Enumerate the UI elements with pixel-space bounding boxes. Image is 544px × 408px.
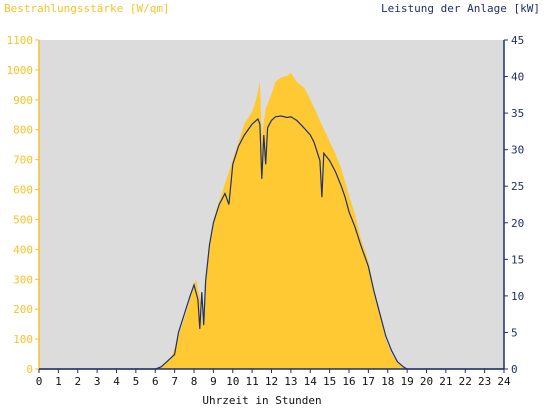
x-tick-label: 0 xyxy=(36,375,43,388)
x-tick-label: 23 xyxy=(478,375,491,388)
right-tick-label: 15 xyxy=(511,253,524,266)
x-tick-label: 4 xyxy=(113,375,120,388)
x-tick-label: 21 xyxy=(439,375,452,388)
x-tick-label: 5 xyxy=(133,375,140,388)
left-tick-label: 200 xyxy=(13,303,33,316)
right-tick-label: 20 xyxy=(511,217,524,230)
left-tick-label: 1100 xyxy=(7,34,34,47)
right-tick-label: 40 xyxy=(511,71,524,84)
x-tick-label: 1 xyxy=(55,375,62,388)
x-tick-label: 12 xyxy=(265,375,278,388)
x-tick-label: 14 xyxy=(304,375,318,388)
x-tick-label: 9 xyxy=(210,375,217,388)
left-tick-label: 700 xyxy=(13,154,33,167)
right-tick-label: 30 xyxy=(511,144,524,157)
right-tick-label: 0 xyxy=(511,363,518,376)
x-tick-label: 19 xyxy=(401,375,414,388)
x-tick-label: 20 xyxy=(420,375,433,388)
left-tick-label: 100 xyxy=(13,333,33,346)
x-tick-label: 13 xyxy=(284,375,297,388)
x-tick-label: 2 xyxy=(74,375,81,388)
x-tick-label: 17 xyxy=(362,375,375,388)
irradiance-area xyxy=(39,72,504,370)
x-axis-ticks: 0 1 2 3 4 5 6 7 8 9 10 11 12 13 14 15 16 17 18 19 20 21 22 23 24 xyxy=(36,369,511,388)
x-tick-label: 18 xyxy=(381,375,394,388)
x-tick-label: 22 xyxy=(459,375,472,388)
left-tick-label: 0 xyxy=(26,363,33,376)
left-tick-label: 400 xyxy=(13,243,33,256)
right-tick-label: 10 xyxy=(511,290,524,303)
left-tick-label: 300 xyxy=(13,273,33,286)
left-tick-label: 1000 xyxy=(7,64,34,77)
left-tick-label: 600 xyxy=(13,184,33,197)
right-tick-label: 5 xyxy=(511,326,518,339)
x-tick-label: 8 xyxy=(191,375,198,388)
left-tick-label: 500 xyxy=(13,213,33,226)
right-axis-title: Leistung der Anlage [kW] xyxy=(381,2,540,15)
x-tick-label: 7 xyxy=(171,375,178,388)
right-axis-ticks: 0 5 10 15 20 25 30 35 40 45 xyxy=(504,34,524,376)
left-axis-ticks: 0 100 200 300 400 500 600 700 800 900 1000 1100 xyxy=(7,34,39,376)
right-tick-label: 35 xyxy=(511,107,524,120)
x-tick-label: 11 xyxy=(246,375,259,388)
right-tick-label: 45 xyxy=(511,34,524,47)
x-tick-label: 16 xyxy=(342,375,355,388)
right-tick-label: 25 xyxy=(511,180,524,193)
x-axis-title: Uhrzeit in Stunden xyxy=(202,394,321,407)
x-tick-label: 15 xyxy=(323,375,336,388)
x-tick-label: 10 xyxy=(226,375,239,388)
power-line xyxy=(39,115,504,370)
x-tick-label: 3 xyxy=(94,375,101,388)
x-tick-label: 6 xyxy=(152,375,159,388)
left-tick-label: 900 xyxy=(13,94,33,107)
x-tick-label: 24 xyxy=(497,375,511,388)
left-tick-label: 800 xyxy=(13,124,33,137)
left-axis-title: Bestrahlungsstärke [W/qm] xyxy=(4,2,170,15)
